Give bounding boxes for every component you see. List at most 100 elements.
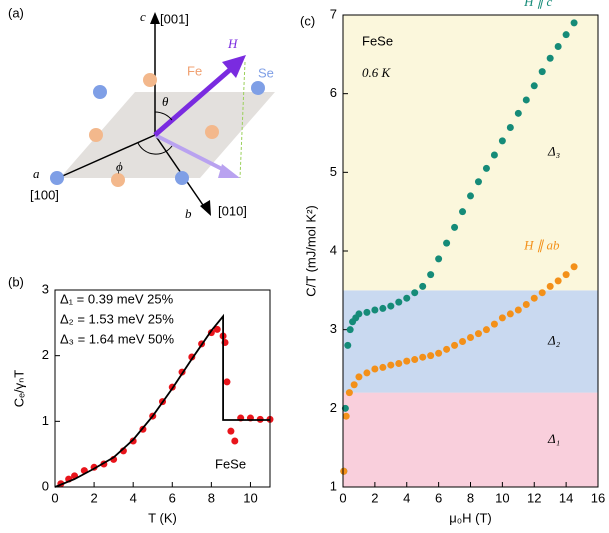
data-point xyxy=(427,352,435,360)
x-tick-label: 12 xyxy=(527,490,541,505)
y-tick-label: 4 xyxy=(330,242,337,257)
plane xyxy=(60,92,275,178)
annotation: Δ₁ = 0.39 meV 25% xyxy=(60,291,174,306)
data-point xyxy=(562,31,570,39)
data-point xyxy=(459,208,467,216)
x-tick-label: 0 xyxy=(51,490,58,505)
data-point xyxy=(443,239,451,247)
data-point xyxy=(419,353,427,361)
x-tick-label: 10 xyxy=(495,490,509,505)
data-point xyxy=(530,82,538,90)
data-point xyxy=(546,54,554,62)
y-tick-label: 2 xyxy=(330,400,337,415)
x-tick-label: 4 xyxy=(130,490,137,505)
plot-frame xyxy=(54,289,271,488)
x-tick-label: 16 xyxy=(591,490,605,505)
fe-atom xyxy=(143,73,157,87)
se-atom xyxy=(50,171,64,185)
x-tick-label: 2 xyxy=(371,490,378,505)
y-axis-label: C/T (mJ/mol K²) xyxy=(303,205,318,296)
panel-label: (c) xyxy=(300,13,315,28)
data-point xyxy=(363,308,371,316)
data-point xyxy=(355,310,363,318)
h-vector xyxy=(153,66,234,137)
data-point xyxy=(570,19,578,27)
band-label: Δ₁ xyxy=(547,431,560,446)
data-point xyxy=(213,325,221,333)
y-tick-label: 1 xyxy=(42,413,49,428)
data-point xyxy=(514,306,522,314)
data-point xyxy=(451,341,459,349)
data-point xyxy=(474,178,482,186)
x-tick-label: 6 xyxy=(169,490,176,505)
x-tick-label: 0 xyxy=(339,490,346,505)
panel-label: (b) xyxy=(8,274,24,289)
data-point xyxy=(344,341,352,349)
data-point xyxy=(514,109,522,117)
label: c xyxy=(140,9,146,24)
data-point xyxy=(223,378,231,386)
data-point xyxy=(451,223,459,231)
band-label: Δ₃ xyxy=(547,144,560,159)
data-point xyxy=(403,294,411,302)
band xyxy=(343,392,598,487)
y-tick-label: 6 xyxy=(330,85,337,100)
x-tick-label: 4 xyxy=(403,490,410,505)
data-point xyxy=(490,320,498,328)
annotation: FeSe xyxy=(215,456,246,471)
projection-line xyxy=(239,61,246,179)
data-point xyxy=(395,359,403,367)
label: θ xyxy=(162,94,169,109)
series-label: H ∥ ab xyxy=(523,238,560,253)
se-atom xyxy=(251,81,265,95)
annotation: Δ₃ = 1.64 meV 50% xyxy=(60,331,175,346)
data-point xyxy=(346,326,354,334)
data-point xyxy=(467,192,474,200)
label: [001] xyxy=(160,11,189,26)
band-label: Δ₂ xyxy=(547,332,561,347)
y-tick-label: 2 xyxy=(42,347,49,362)
data-point xyxy=(467,334,474,342)
data-point xyxy=(435,255,443,263)
diagram-a: (a) c [001] H Fe Se θ ϕ a [100] b [010] xyxy=(8,5,275,221)
x-axis-label: T (K) xyxy=(148,510,177,525)
y-tick-label: 0 xyxy=(42,478,49,493)
data-point xyxy=(570,263,578,271)
data-point xyxy=(345,389,353,397)
annotation: Δ₂ = 1.53 meV 25% xyxy=(60,311,174,326)
data-point xyxy=(411,289,419,297)
data-point xyxy=(395,298,403,306)
data-point xyxy=(506,310,514,318)
arrow xyxy=(218,164,240,178)
arrow xyxy=(200,200,211,216)
y-axis-label: Cₑ/γₙT xyxy=(11,370,26,408)
data-point xyxy=(490,151,498,159)
data-point xyxy=(498,137,506,145)
fe-atom xyxy=(89,128,103,142)
x-tick-label: 8 xyxy=(467,490,474,505)
label: ϕ xyxy=(116,159,123,174)
x-tick-label: 14 xyxy=(559,490,573,505)
fit-line xyxy=(54,313,270,488)
data-point xyxy=(459,337,467,345)
x-tick-label: 10 xyxy=(243,490,257,505)
data-point xyxy=(522,96,530,104)
annotation: 0.6 K xyxy=(362,65,392,80)
data-point xyxy=(387,361,395,369)
se-atom xyxy=(93,85,107,99)
data-point xyxy=(371,306,379,314)
theta-arc xyxy=(154,111,173,121)
label: Se xyxy=(258,65,274,80)
data-point xyxy=(530,294,538,302)
data-point xyxy=(538,68,546,76)
y-tick-label: 7 xyxy=(330,6,337,21)
series-label: H ∥ c xyxy=(523,0,552,9)
data-point xyxy=(482,164,490,172)
label: H xyxy=(227,36,238,51)
label: a xyxy=(33,166,40,181)
data-point xyxy=(482,326,490,334)
x-tick-label: 6 xyxy=(435,490,442,505)
y-tick-label: 3 xyxy=(330,321,337,336)
data-point xyxy=(379,304,387,312)
